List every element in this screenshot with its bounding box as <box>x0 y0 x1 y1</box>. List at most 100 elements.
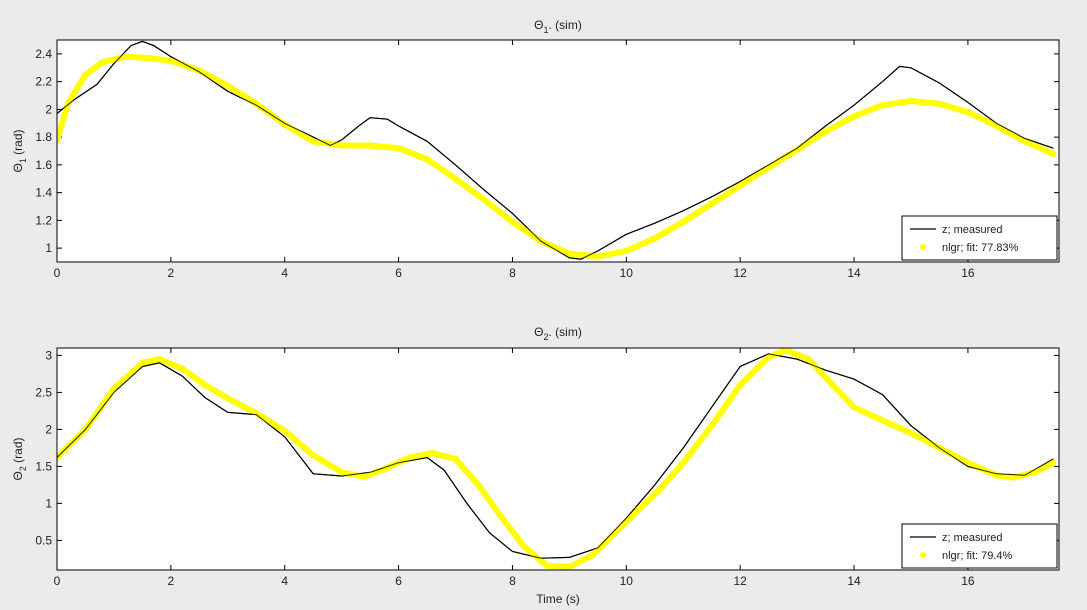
data-point-nlgr <box>1033 468 1040 475</box>
data-point-nlgr <box>623 247 630 255</box>
data-point-nlgr <box>509 218 516 225</box>
y-tick-label: 3 <box>45 348 52 362</box>
y-tick-label: 2 <box>45 422 52 436</box>
data-point-nlgr <box>366 142 374 149</box>
data-point-nlgr <box>65 99 72 106</box>
data-point-nlgr <box>520 543 527 550</box>
y-tick-label: 1.4 <box>35 186 52 200</box>
data-point-nlgr <box>144 54 152 62</box>
data-point-nlgr <box>57 454 61 461</box>
data-point-nlgr <box>708 422 715 429</box>
data-point-nlgr <box>680 218 687 225</box>
y-tick-label: 1.2 <box>35 213 52 227</box>
data-point-nlgr <box>566 250 573 257</box>
y-tick-label: 1.6 <box>35 158 52 172</box>
chart-title: Θ1. (sim) <box>534 18 582 35</box>
data-point-nlgr <box>850 113 858 120</box>
data-point-nlgr <box>822 128 829 135</box>
data-point-nlgr <box>201 381 209 389</box>
data-point-nlgr <box>82 71 89 78</box>
x-tick-label: 8 <box>509 266 516 280</box>
data-point-nlgr <box>253 409 260 417</box>
series-group <box>57 348 1057 570</box>
data-point-nlgr <box>497 513 505 520</box>
top-axes-theta1: 0 2 4 6 8 10 12 14 16 1 1.2 1.4 1.6 1.8 2 2.2 2.4 Θ1. (si… <box>11 18 1060 280</box>
data-point-nlgr <box>708 200 715 207</box>
data-point-nlgr <box>737 182 744 189</box>
y-tick-label: 1 <box>45 241 52 255</box>
y-axis-label: Θ2 (rad) <box>11 437 28 480</box>
legend-label: z; measured <box>942 532 1003 544</box>
x-tick-label: 14 <box>847 574 861 588</box>
data-point-nlgr <box>395 145 402 152</box>
data-point-nlgr <box>964 108 972 116</box>
data-point-nlgr <box>281 427 288 435</box>
data-point-nlgr <box>475 481 482 489</box>
x-tick-label: 4 <box>281 574 288 588</box>
data-point-nlgr <box>964 459 972 466</box>
data-point-nlgr <box>879 417 886 424</box>
y-tick-label: 2.5 <box>35 385 52 399</box>
data-point-nlgr <box>879 102 886 109</box>
data-point-nlgr <box>805 355 812 363</box>
data-point-nlgr <box>566 563 573 570</box>
data-point-nlgr <box>793 146 801 153</box>
x-tick-label: 16 <box>961 266 975 280</box>
y-tick-label: 2.2 <box>35 75 52 89</box>
data-point-nlgr <box>224 395 231 402</box>
y-tick-label: 2 <box>45 102 52 116</box>
series-group <box>57 40 1057 260</box>
data-point-nlgr <box>196 67 203 74</box>
x-tick-label: 10 <box>620 266 634 280</box>
data-point-nlgr <box>99 59 106 66</box>
data-point-nlgr <box>452 175 459 182</box>
series-line-measured-overlay <box>57 40 1054 260</box>
data-point-nlgr <box>423 156 431 163</box>
data-point-nlgr <box>1050 150 1057 157</box>
data-point-nlgr <box>57 136 61 144</box>
x-axis-label: Time (s) <box>536 592 580 606</box>
legend-swatch-marker <box>920 552 926 558</box>
data-point-nlgr <box>338 142 345 149</box>
legend-swatch-marker <box>920 244 926 250</box>
series-line-measured-overlay <box>57 353 1054 559</box>
data-point-nlgr <box>167 57 175 64</box>
x-tick-label: 8 <box>509 574 516 588</box>
data-point-nlgr <box>680 459 687 466</box>
x-tick-label: 16 <box>961 574 975 588</box>
chart-title: Θ2. (sim) <box>534 325 582 342</box>
x-tick-label: 12 <box>734 574 748 588</box>
x-tick-label: 12 <box>734 266 748 280</box>
data-point-nlgr <box>224 82 231 90</box>
x-tick-label: 4 <box>281 266 288 280</box>
x-tick-label: 2 <box>168 266 175 280</box>
legend-label: nlgr; fit: 77.83% <box>942 242 1019 254</box>
data-point-nlgr <box>907 97 915 105</box>
x-tick-label: 0 <box>54 574 61 588</box>
data-point-nlgr <box>310 138 317 145</box>
data-point-nlgr <box>139 359 146 366</box>
data-point-nlgr <box>782 348 789 354</box>
plot-area <box>57 40 1059 262</box>
x-tick-label: 10 <box>620 574 634 588</box>
series-band-nlgr <box>57 348 1057 570</box>
data-point-nlgr <box>361 473 368 480</box>
legend-box <box>901 215 1058 261</box>
axes-frame <box>56 347 1060 571</box>
y-tick-label: 2.4 <box>35 47 52 61</box>
x-tick-label: 6 <box>395 266 402 280</box>
data-point-nlgr <box>480 196 488 203</box>
legend: z; measured nlgr; fit: 79.4% <box>901 523 1058 569</box>
y-tick-label: 1 <box>45 496 52 510</box>
data-point-nlgr <box>452 455 459 463</box>
data-point-nlgr <box>594 253 602 260</box>
y-axis-label: Θ1 (rad) <box>11 129 28 172</box>
data-point-nlgr <box>429 449 436 457</box>
data-point-nlgr <box>406 454 414 461</box>
plot-area <box>57 348 1059 570</box>
y-tick-label: 1.8 <box>35 130 52 144</box>
data-point-nlgr <box>1010 474 1017 481</box>
legend-box <box>901 523 1058 569</box>
data-point-nlgr <box>634 507 641 514</box>
